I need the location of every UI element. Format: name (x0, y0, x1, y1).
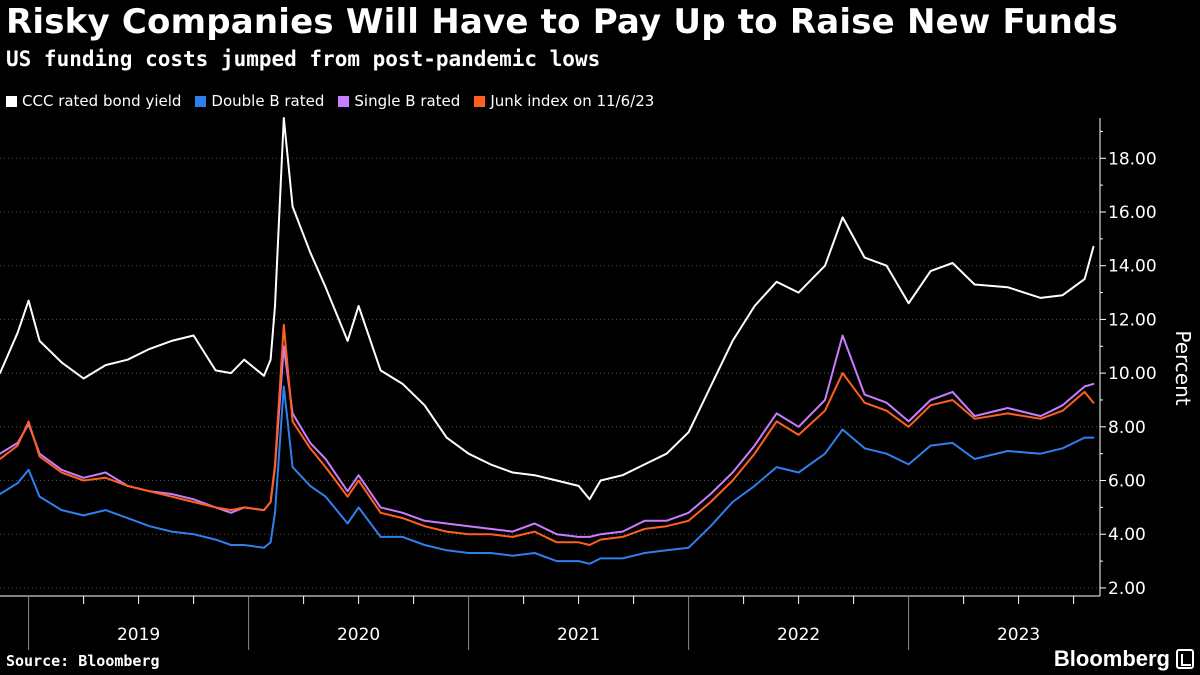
x-tick-label: 2021 (557, 625, 600, 645)
legend-label-junk: Junk index on 11/6/23 (490, 92, 655, 110)
y-axis: 2.00 4.00 6.00 8.00 10.00 12.00 14.00 16.00 18.0… (1099, 118, 1157, 599)
chart-subtitle: US funding costs jumped from post-pandem… (6, 47, 601, 71)
legend-swatch-b (338, 95, 350, 107)
bloomberg-logo-text: Bloomberg (1053, 646, 1170, 671)
series-line-b (0, 334, 1095, 538)
legend-label-bb: Double B rated (211, 92, 325, 110)
y-tick-label: 12.00 (1108, 310, 1157, 330)
x-axis: 2019 2020 2021 2022 2023 (0, 595, 1100, 650)
legend-label-ccc: CCC rated bond yield (22, 92, 182, 110)
legend-swatch-ccc (6, 95, 17, 107)
source-note: Source: Bloomberg (6, 652, 160, 670)
x-tick-label: 2019 (117, 625, 160, 645)
y-tick-label: 4.00 (1108, 525, 1146, 545)
y-tick-label: 10.00 (1108, 364, 1157, 384)
y-tick-label: 16.00 (1108, 203, 1157, 223)
legend-item-junk: Junk index on 11/6/23 (474, 92, 654, 110)
legend-swatch-junk (474, 95, 486, 107)
legend-item-b: Single B rated (338, 92, 460, 110)
y-tick-label: 2.00 (1108, 579, 1146, 599)
chart-title: Risky Companies Will Have to Pay Up to R… (6, 2, 1119, 42)
series-lines (0, 117, 1095, 565)
y-tick-label: 14.00 (1108, 257, 1157, 277)
series-line-junk (0, 323, 1095, 546)
x-tick-label: 2022 (777, 625, 820, 645)
x-tick-label: 2020 (337, 625, 380, 645)
legend-item-bb: Double B rated (195, 92, 324, 110)
x-tick-label: 2023 (997, 625, 1040, 645)
legend-item-ccc: CCC rated bond yield (6, 92, 181, 110)
series-line-ccc (0, 117, 1095, 501)
bloomberg-logo-icon (1176, 649, 1194, 669)
y-tick-label: 8.00 (1108, 418, 1146, 438)
y-tick-label: 18.00 (1108, 149, 1157, 169)
grid-lines (0, 157, 1100, 589)
y-axis-label: Percent (1171, 330, 1195, 405)
y-tick-label: 6.00 (1108, 472, 1146, 492)
legend: CCC rated bond yield Double B rated Sing… (6, 92, 654, 110)
legend-label-b: Single B rated (354, 92, 461, 110)
series-line-bb (0, 385, 1095, 565)
legend-swatch-bb (195, 95, 207, 107)
